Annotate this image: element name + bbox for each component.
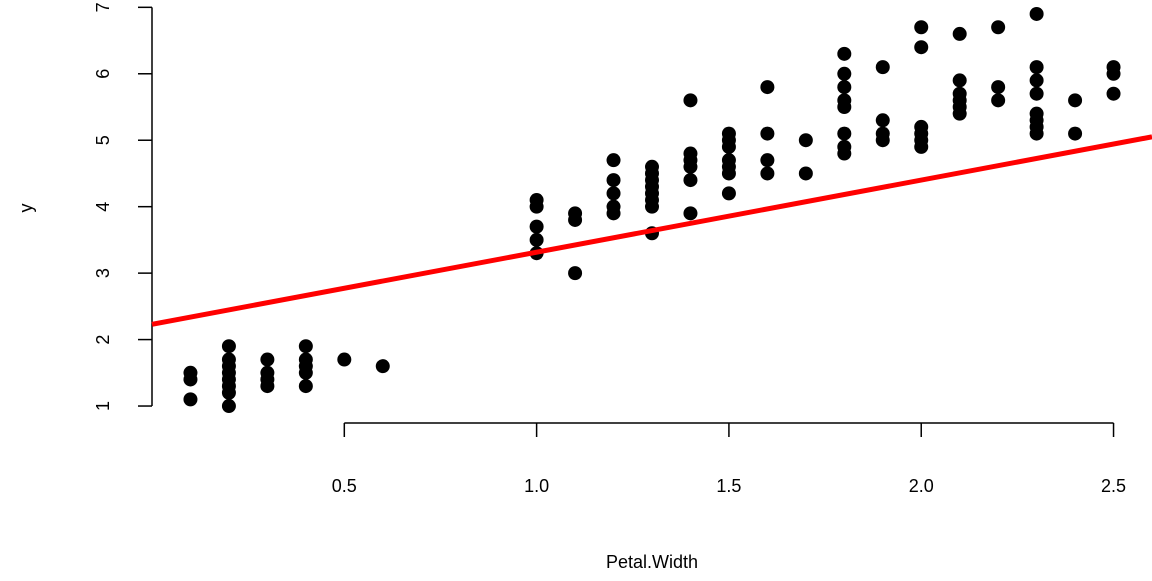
data-point: [798, 166, 813, 181]
x-axis-label: Petal.Width: [606, 552, 698, 572]
data-point: [991, 93, 1006, 108]
data-point: [914, 40, 929, 55]
data-point: [683, 93, 698, 108]
x-tick-label: 2.5: [1101, 476, 1126, 496]
data-point: [1029, 86, 1044, 101]
data-point: [837, 139, 852, 154]
data-point: [1029, 6, 1044, 21]
y-tick-label: 1: [93, 401, 113, 411]
data-point: [721, 186, 736, 201]
data-point: [721, 126, 736, 141]
y-tick-label: 6: [93, 69, 113, 79]
data-point: [298, 379, 313, 394]
data-point: [683, 173, 698, 188]
data-point: [645, 159, 659, 174]
x-tick-label: 1.0: [524, 476, 549, 496]
x-ticks: 0.5 1.0 1.5 2.0 2.5: [332, 423, 1126, 496]
x-tick-label: 2.0: [909, 476, 934, 496]
data-point: [837, 80, 852, 95]
data-point: [221, 399, 236, 414]
y-tick-label: 7: [93, 2, 113, 12]
data-point: [683, 206, 698, 221]
data-point: [760, 153, 775, 168]
y-tick-label: 3: [93, 268, 113, 278]
data-point: [529, 193, 544, 208]
data-point: [837, 46, 852, 61]
data-point: [914, 20, 929, 35]
data-point: [721, 153, 736, 168]
y-ticks: 1 2 3 4 5 6 7: [93, 2, 152, 411]
data-point: [1068, 126, 1083, 141]
data-point: [298, 352, 313, 367]
axes-layer: [151, 7, 1114, 424]
data-point: [991, 80, 1006, 95]
data-point: [952, 26, 967, 41]
data-point: [875, 126, 890, 141]
data-point: [1068, 93, 1083, 108]
data-point: [837, 126, 852, 141]
data-point: [1029, 60, 1044, 75]
data-point: [606, 186, 621, 201]
data-point: [221, 352, 236, 367]
data-point: [683, 146, 698, 161]
data-point: [875, 60, 890, 75]
data-point: [183, 365, 198, 380]
data-point: [837, 93, 852, 108]
data-point: [952, 86, 967, 101]
data-point: [606, 153, 621, 168]
regression-line: [151, 134, 1152, 327]
data-point: [798, 133, 813, 148]
data-point: [875, 113, 890, 128]
data-point: [298, 339, 313, 354]
data-point: [260, 365, 275, 380]
y-axis-label: y: [16, 204, 36, 213]
fit-line-layer: [151, 134, 1152, 327]
data-point: [375, 359, 390, 374]
data-point: [606, 199, 621, 214]
data-point: [568, 206, 583, 221]
y-tick-label: 2: [93, 335, 113, 345]
data-point: [260, 352, 275, 367]
y-tick-label: 4: [93, 202, 113, 212]
data-point: [914, 119, 929, 134]
y-tick-label: 5: [93, 135, 113, 145]
data-point: [221, 339, 236, 354]
data-point: [568, 266, 583, 281]
data-point: [760, 166, 775, 181]
data-point: [837, 66, 852, 81]
data-point: [183, 392, 198, 407]
data-point: [1029, 73, 1044, 88]
data-point: [337, 352, 352, 367]
data-point: [606, 173, 621, 188]
data-point: [952, 73, 967, 88]
data-point: [991, 20, 1006, 35]
data-point: [1029, 106, 1044, 121]
x-tick-label: 1.5: [716, 476, 741, 496]
x-tick-label: 0.5: [332, 476, 357, 496]
data-point: [529, 232, 544, 247]
data-point: [1106, 86, 1121, 101]
data-points: [183, 6, 1121, 414]
data-point: [529, 219, 544, 234]
data-point: [1106, 60, 1121, 75]
data-point: [760, 80, 775, 95]
data-point: [760, 126, 775, 141]
